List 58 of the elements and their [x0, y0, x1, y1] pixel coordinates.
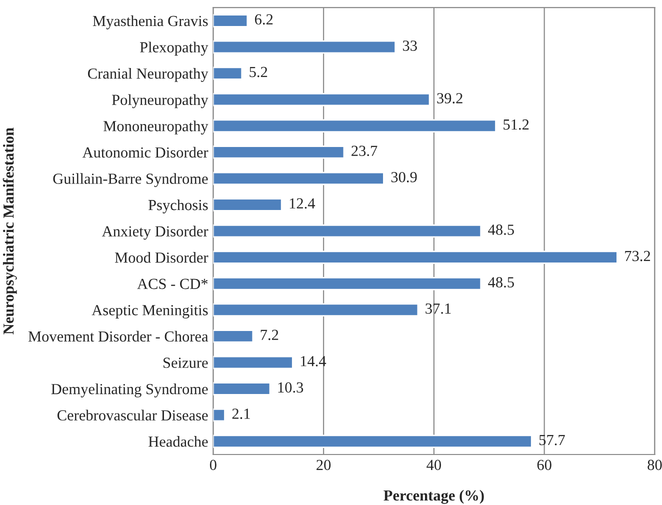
y-tick-label: Seizure — [164, 358, 208, 368]
y-tick-label: Anxiety Disorder — [102, 226, 208, 240]
y-tick-label: Guillain-Barre Syndrome — [53, 173, 208, 188]
bar — [213, 198, 282, 212]
data-label: 10.3 — [278, 382, 304, 393]
bar — [213, 224, 482, 238]
bar — [213, 40, 396, 54]
data-label: 6.2 — [254, 14, 273, 25]
bar — [213, 250, 618, 264]
x-tick-label: 60 — [537, 460, 552, 470]
data-label: 12.4 — [290, 198, 316, 209]
data-label: 14.4 — [300, 356, 326, 366]
bar — [213, 66, 243, 80]
data-label: 5.2 — [250, 66, 268, 78]
x-tick-label: 0 — [210, 460, 216, 470]
data-label: 7.2 — [260, 330, 278, 340]
bar — [213, 277, 482, 290]
bar — [213, 92, 430, 106]
x-tick-label: 20 — [316, 460, 331, 470]
y-tick-label: Autonomic Disorder — [82, 146, 208, 158]
y-tick-label: Psychosis — [148, 199, 208, 214]
bar — [213, 382, 271, 396]
data-label: 30.9 — [391, 172, 417, 182]
y-tick-label: Mood Disorder — [114, 252, 208, 263]
bar — [213, 330, 254, 343]
y-tick-label: Polyneuropathy — [112, 94, 208, 108]
bar — [213, 146, 345, 159]
y-tick-label: Cerebrovascular Disease — [57, 410, 208, 421]
data-label: 51.2 — [504, 119, 529, 130]
x-tick-label: 80 — [648, 460, 662, 470]
data-label: 2.1 — [232, 408, 250, 419]
data-label: 57.7 — [539, 435, 565, 446]
y-tick-label: Mononeuropathy — [104, 120, 208, 134]
y-tick-label: Cranial Neuropathy — [88, 68, 208, 82]
y-tick-label: ACS - CD* — [137, 278, 208, 290]
y-tick-label: Demyelinating Syndrome — [51, 383, 208, 398]
y-tick-label: Myasthenia Gravis — [92, 15, 208, 30]
y-tick-label: Aseptic Meningitis — [92, 305, 208, 318]
x-axis-title: Percentage (%) — [384, 490, 484, 504]
x-tick-label: 40 — [426, 460, 441, 470]
data-label: 33 — [402, 40, 417, 51]
data-label: 48.5 — [488, 224, 514, 235]
bar — [213, 356, 294, 370]
y-tick-label: Headache — [148, 436, 208, 447]
data-label: 48.5 — [488, 277, 514, 288]
y-tick-label: Movement Disorder - Chorea — [28, 330, 208, 342]
data-label: 73.2 — [625, 250, 650, 262]
bar — [213, 434, 532, 448]
bar — [213, 408, 226, 422]
y-axis-title: Neuropsychiatric Manifestation — [2, 128, 17, 334]
data-label: 23.7 — [352, 146, 378, 156]
bar — [213, 172, 384, 186]
bar — [213, 303, 419, 317]
y-tick-label: Plexopathy — [140, 42, 208, 56]
bar — [213, 14, 248, 28]
data-label: 37.1 — [426, 303, 451, 314]
data-label: 39.2 — [437, 93, 462, 104]
bar — [213, 119, 496, 132]
